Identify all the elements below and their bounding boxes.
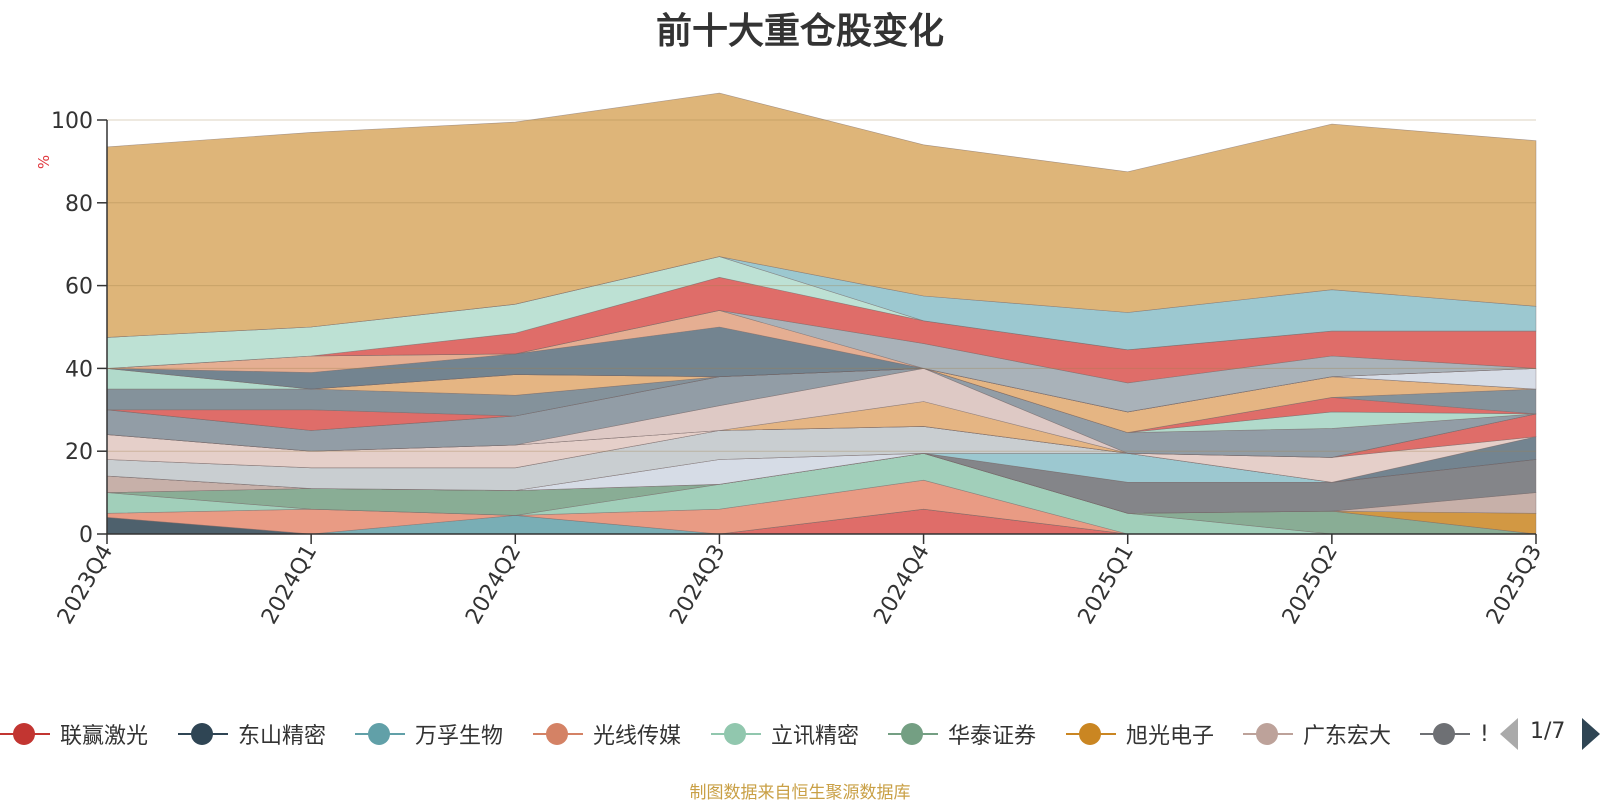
y-tick-label: 80 [65, 192, 93, 217]
legend-label: ! [1480, 721, 1489, 747]
x-tick-label: 2025Q2 [1278, 541, 1343, 629]
legend-prev-page-icon[interactable] [1500, 718, 1518, 750]
y-tick-label: 100 [51, 109, 93, 134]
legend-item[interactable]: 光线传媒 [533, 716, 681, 752]
legend-page-info: 1/7 [1530, 719, 1566, 744]
legend-marker-icon [1420, 716, 1470, 752]
legend-marker-icon [711, 716, 761, 752]
x-tick-label: 2025Q3 [1482, 541, 1547, 629]
legend-item[interactable]: 华泰证券 [888, 716, 1036, 752]
legend-label: 华泰证券 [948, 724, 1037, 749]
data-source-credit: 制图数据来自恒生聚源数据库 [689, 783, 911, 803]
legend-item[interactable]: 旭光电子 [1066, 716, 1214, 752]
legend-marker-icon [355, 716, 405, 752]
legend-label: 光线传媒 [593, 724, 682, 749]
legend-item[interactable]: ! [1420, 716, 1489, 752]
x-tick-label: 2024Q3 [665, 541, 730, 629]
legend-marker-icon [1243, 716, 1293, 752]
y-tick-label: 0 [79, 523, 93, 548]
legend-marker-icon [1066, 716, 1116, 752]
legend-item[interactable]: 万孚生物 [355, 716, 503, 752]
legend-label: 万孚生物 [415, 724, 504, 749]
y-tick-label: 20 [65, 440, 93, 465]
legend-item[interactable]: 联赢激光 [0, 716, 148, 752]
legend-label: 东山精密 [238, 724, 327, 749]
chart-legend: 联赢激光 东山精密 万孚生物 光线传媒 立讯精密 华泰证券 旭光电子 广东宏大! [0, 716, 1500, 752]
legend-marker-icon [0, 716, 50, 752]
x-tick-label: 2024Q1 [257, 541, 322, 629]
legend-item[interactable]: 广东宏大 [1243, 716, 1391, 752]
x-tick-label: 2024Q2 [461, 541, 526, 629]
y-tick-label: 40 [65, 357, 93, 382]
legend-item[interactable]: 立讯精密 [711, 716, 859, 752]
legend-next-page-icon[interactable] [1582, 718, 1600, 750]
legend-marker-icon [888, 716, 938, 752]
legend-label: 广东宏大 [1303, 724, 1392, 749]
legend-marker-icon [533, 716, 583, 752]
legend-item[interactable]: 东山精密 [178, 716, 326, 752]
legend-marker-icon [178, 716, 228, 752]
x-tick-label: 2024Q4 [869, 541, 934, 629]
legend-label: 联赢激光 [60, 724, 149, 749]
legend-pager: 1/7 [1500, 716, 1600, 752]
x-tick-label: 2023Q4 [53, 541, 118, 629]
legend-label: 立讯精密 [771, 724, 860, 749]
chart-title: 前十大重仓股变化 [655, 11, 944, 52]
area-series-31 [106, 92, 1537, 338]
x-tick-label: 2025Q1 [1074, 541, 1139, 629]
y-axis-label: % [35, 155, 53, 169]
y-tick-label: 60 [65, 275, 93, 300]
legend-label: 旭光电子 [1126, 724, 1215, 749]
